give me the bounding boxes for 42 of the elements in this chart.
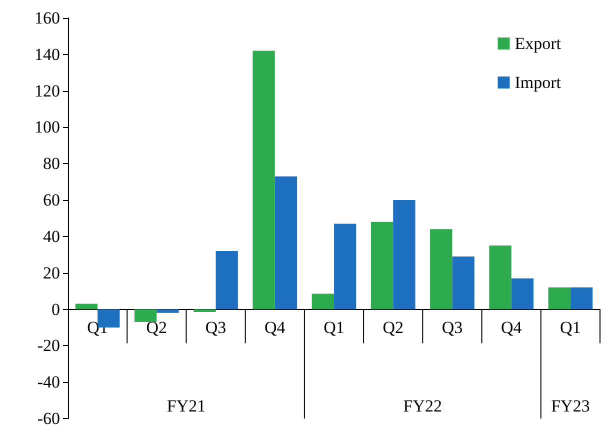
bar	[370, 222, 394, 310]
x-tick-label: Q2	[146, 318, 168, 337]
x-tick-label: Q4	[500, 318, 522, 337]
y-tick-label: 120	[34, 81, 60, 100]
bar	[452, 256, 474, 310]
y-tick-label: -20	[37, 336, 60, 356]
x-tick-label: Q4	[264, 318, 286, 337]
bar	[570, 287, 593, 310]
x-tick-label: Q2	[382, 318, 404, 337]
y-tick-label: -40	[37, 372, 60, 392]
y-tick-label: 0	[52, 300, 60, 319]
bar	[274, 176, 298, 310]
bar	[511, 278, 534, 310]
annotation: FY22	[403, 396, 442, 416]
bar	[393, 200, 416, 310]
x-tick-label: Q1	[560, 318, 581, 337]
y-tick-label: 60	[43, 190, 60, 210]
y-tick-label: 160	[34, 8, 60, 28]
x-tick-label: Q3	[205, 318, 226, 337]
bar	[312, 294, 334, 310]
y-tick-label: 100	[34, 118, 60, 137]
bar	[430, 229, 452, 310]
bar	[216, 251, 238, 310]
y-tick-label: -60	[37, 409, 60, 427]
legend-label: Export	[514, 34, 562, 53]
bar	[134, 309, 157, 322]
y-tick-label: 40	[43, 226, 60, 246]
y-tick-label: 80	[43, 154, 60, 174]
bar	[548, 287, 570, 310]
x-tick-label: Q3	[442, 318, 463, 337]
annotation: FY21	[166, 396, 206, 416]
bar	[334, 224, 356, 310]
annotation: FY23	[551, 396, 590, 416]
bar	[75, 304, 98, 310]
y-tick-label: 140	[34, 44, 60, 64]
bar	[156, 309, 179, 313]
bar	[489, 246, 512, 310]
x-tick-label: Q1	[324, 318, 344, 337]
bar	[194, 309, 216, 312]
y-tick-label: 20	[43, 263, 60, 282]
bar	[252, 50, 275, 310]
legend-label: Import	[514, 73, 562, 92]
